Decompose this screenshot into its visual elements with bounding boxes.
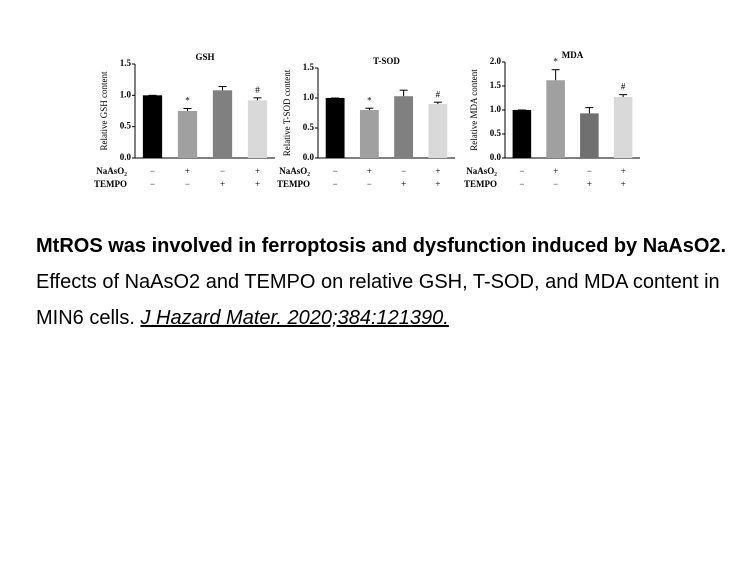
bar [247, 100, 268, 158]
condition-label: NaAsO₂ [96, 166, 127, 176]
y-tick-label: 1.0 [303, 92, 315, 102]
condition-sign: + [435, 179, 440, 189]
y-tick-label: 1.0 [490, 104, 502, 114]
condition-label: TEMPO [94, 179, 127, 189]
condition-sign: − [367, 179, 372, 189]
bar [325, 98, 345, 158]
figure: GSH Relative GSH content 0.0 0.5 1.0 1.5 − − * + −… [94, 50, 640, 189]
y-tick-label: 0.0 [303, 152, 315, 162]
condition-sign: + [553, 166, 558, 176]
bar [580, 113, 599, 158]
y-tick-label: 1.5 [303, 62, 315, 72]
significance-mark: # [621, 82, 626, 92]
condition-sign: − [519, 166, 524, 176]
y-tick-label: 0.5 [120, 121, 132, 131]
condition-sign: − [220, 166, 225, 176]
y-tick-label: 1.0 [120, 89, 132, 99]
significance-mark: * [185, 96, 190, 106]
condition-sign: − [333, 179, 338, 189]
y-tick-label: 1.5 [490, 80, 502, 90]
bar [613, 97, 633, 158]
caption: MtROS was involved in ferroptosis and dy… [36, 228, 746, 336]
condition-sign: − [519, 179, 524, 189]
condition-sign: + [435, 166, 440, 176]
bar [394, 96, 414, 158]
bar [177, 111, 198, 158]
y-tick-label: 2.0 [490, 56, 502, 66]
condition-label: NaAsO₂ [279, 166, 310, 176]
bar [212, 90, 233, 158]
condition-sign: + [220, 179, 225, 189]
caption-text: Effects of NaAsO2 and TEMPO on relative … [36, 271, 720, 329]
y-axis-label: Relative MDA content [469, 69, 479, 151]
chart-title: T-SOD [373, 56, 400, 66]
condition-sign: − [333, 166, 338, 176]
bar [359, 110, 379, 158]
chart-title: MDA [562, 50, 584, 60]
condition-sign: − [587, 166, 592, 176]
significance-mark: # [255, 85, 260, 95]
condition-label: TEMPO [464, 179, 497, 189]
y-tick-label: 0.0 [120, 152, 132, 162]
condition-sign: − [150, 179, 155, 189]
y-tick-label: 0.0 [490, 152, 502, 162]
condition-sign: + [621, 179, 626, 189]
bar [428, 104, 448, 158]
citation[interactable]: J Hazard Mater. 2020;384:121390. [140, 307, 449, 329]
caption-title: MtROS was involved in ferroptosis and dy… [36, 235, 727, 257]
significance-mark: # [436, 89, 441, 99]
caption-body: Effects of NaAsO2 and TEMPO on relative … [36, 264, 746, 336]
condition-sign: − [553, 179, 558, 189]
condition-sign: + [401, 179, 406, 189]
bar [512, 110, 532, 158]
bar [142, 95, 163, 158]
y-tick-label: 0.5 [303, 122, 315, 132]
chart-title: GSH [195, 52, 214, 62]
condition-sign: + [367, 166, 372, 176]
condition-sign: + [255, 166, 260, 176]
y-axis-label: Relative GSH content [99, 71, 109, 150]
significance-mark: * [553, 57, 558, 67]
condition-sign: − [401, 166, 406, 176]
condition-label: NaAsO₂ [466, 166, 497, 176]
condition-sign: + [587, 179, 592, 189]
y-axis-label: Relative T-SOD content [282, 69, 292, 156]
y-tick-label: 0.5 [490, 128, 502, 138]
condition-sign: − [185, 179, 190, 189]
bar [546, 80, 565, 158]
condition-sign: + [185, 166, 190, 176]
significance-mark: * [367, 95, 372, 105]
condition-label: TEMPO [277, 179, 310, 189]
condition-sign: − [150, 166, 155, 176]
condition-sign: + [255, 179, 260, 189]
condition-sign: + [621, 166, 626, 176]
y-tick-label: 1.5 [120, 58, 132, 68]
